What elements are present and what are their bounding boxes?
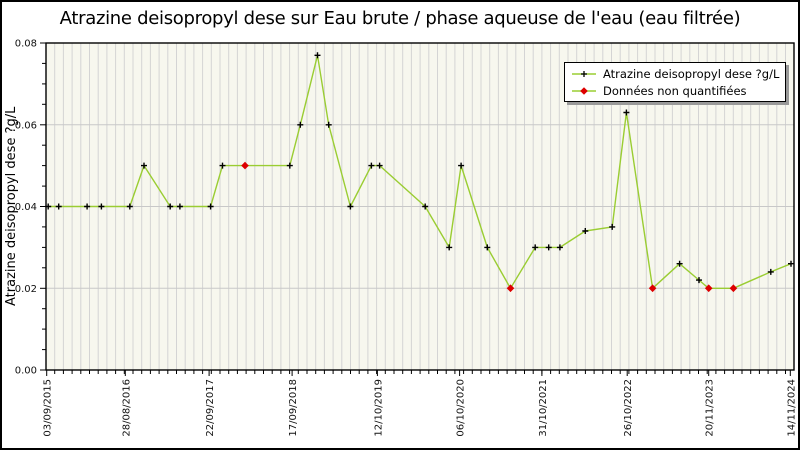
x-tick-label: 28/08/2016: [121, 379, 132, 437]
data-point: [286, 162, 293, 169]
legend-label-series: Atrazine deisopropyl dese ?g/L: [603, 66, 780, 81]
data-point: [347, 203, 354, 210]
data-point: [84, 203, 91, 210]
x-tick-label: 14/11/2024: [786, 379, 797, 437]
data-point: [556, 244, 563, 251]
data-line: [48, 54, 792, 289]
data-point-unquantified: [241, 161, 249, 170]
x-tick-label: 12/10/2019: [373, 379, 384, 437]
legend-entry-series: Atrazine deisopropyl dese ?g/L: [571, 66, 779, 82]
y-tick-label: 0.04: [15, 202, 37, 213]
data-point: [446, 244, 453, 251]
data-point: [582, 228, 589, 234]
data-point: [788, 260, 794, 267]
data-point-unquantified: [704, 284, 713, 293]
y-tick-label: 0.06: [15, 120, 37, 131]
data-point: [55, 203, 62, 210]
data-point: [376, 162, 383, 169]
data-point: [167, 203, 174, 210]
data-point: [314, 52, 321, 59]
y-tick-label: 0.08: [15, 39, 37, 50]
x-tick-label: 20/11/2023: [705, 379, 716, 437]
data-point: [623, 109, 630, 116]
y-tick-label: 0.00: [15, 366, 37, 377]
data-point: [609, 223, 616, 230]
data-point: [767, 268, 774, 275]
data-point: [696, 277, 702, 284]
data-point: [458, 162, 465, 169]
data-point: [325, 121, 332, 128]
series-marker-icon: [572, 70, 596, 77]
data-point: [676, 260, 683, 267]
data-point-unquantified: [506, 284, 515, 293]
x-tick-label: 31/10/2021: [538, 379, 549, 437]
x-tick-label: 22/09/2017: [205, 379, 216, 437]
legend-entry-unquantified: Données non quantifiées: [571, 83, 779, 99]
data-point-unquantified: [648, 284, 657, 293]
y-tick-label: 0.02: [15, 284, 37, 295]
x-tick-label: 03/09/2015: [43, 379, 54, 437]
data-point: [45, 203, 52, 210]
unquantified-marker-icon: [572, 86, 596, 95]
data-point: [126, 203, 133, 210]
data-point: [141, 162, 147, 169]
x-tick-label: 26/10/2022: [623, 379, 634, 437]
chart-title: Atrazine deisopropyl dese sur Eau brute …: [59, 8, 741, 29]
data-point: [545, 244, 552, 251]
data-point: [176, 203, 183, 210]
data-point: [484, 244, 491, 251]
x-tick-label: 06/10/2020: [456, 379, 467, 437]
legend-box: Atrazine deisopropyl dese ?g/L Données n…: [564, 62, 786, 102]
data-point-unquantified: [729, 284, 738, 293]
data-point: [297, 121, 304, 128]
data-point: [207, 203, 214, 210]
data-point: [98, 203, 105, 210]
x-tick-label: 17/09/2018: [288, 379, 299, 437]
data-point: [368, 162, 375, 169]
data-point: [532, 244, 539, 251]
legend-label-unquantified: Données non quantifiées: [603, 83, 747, 98]
y-axis-title: Atrazine deisopropyl dese ?g/L: [4, 106, 19, 307]
data-point: [219, 162, 226, 169]
data-point: [422, 203, 429, 210]
